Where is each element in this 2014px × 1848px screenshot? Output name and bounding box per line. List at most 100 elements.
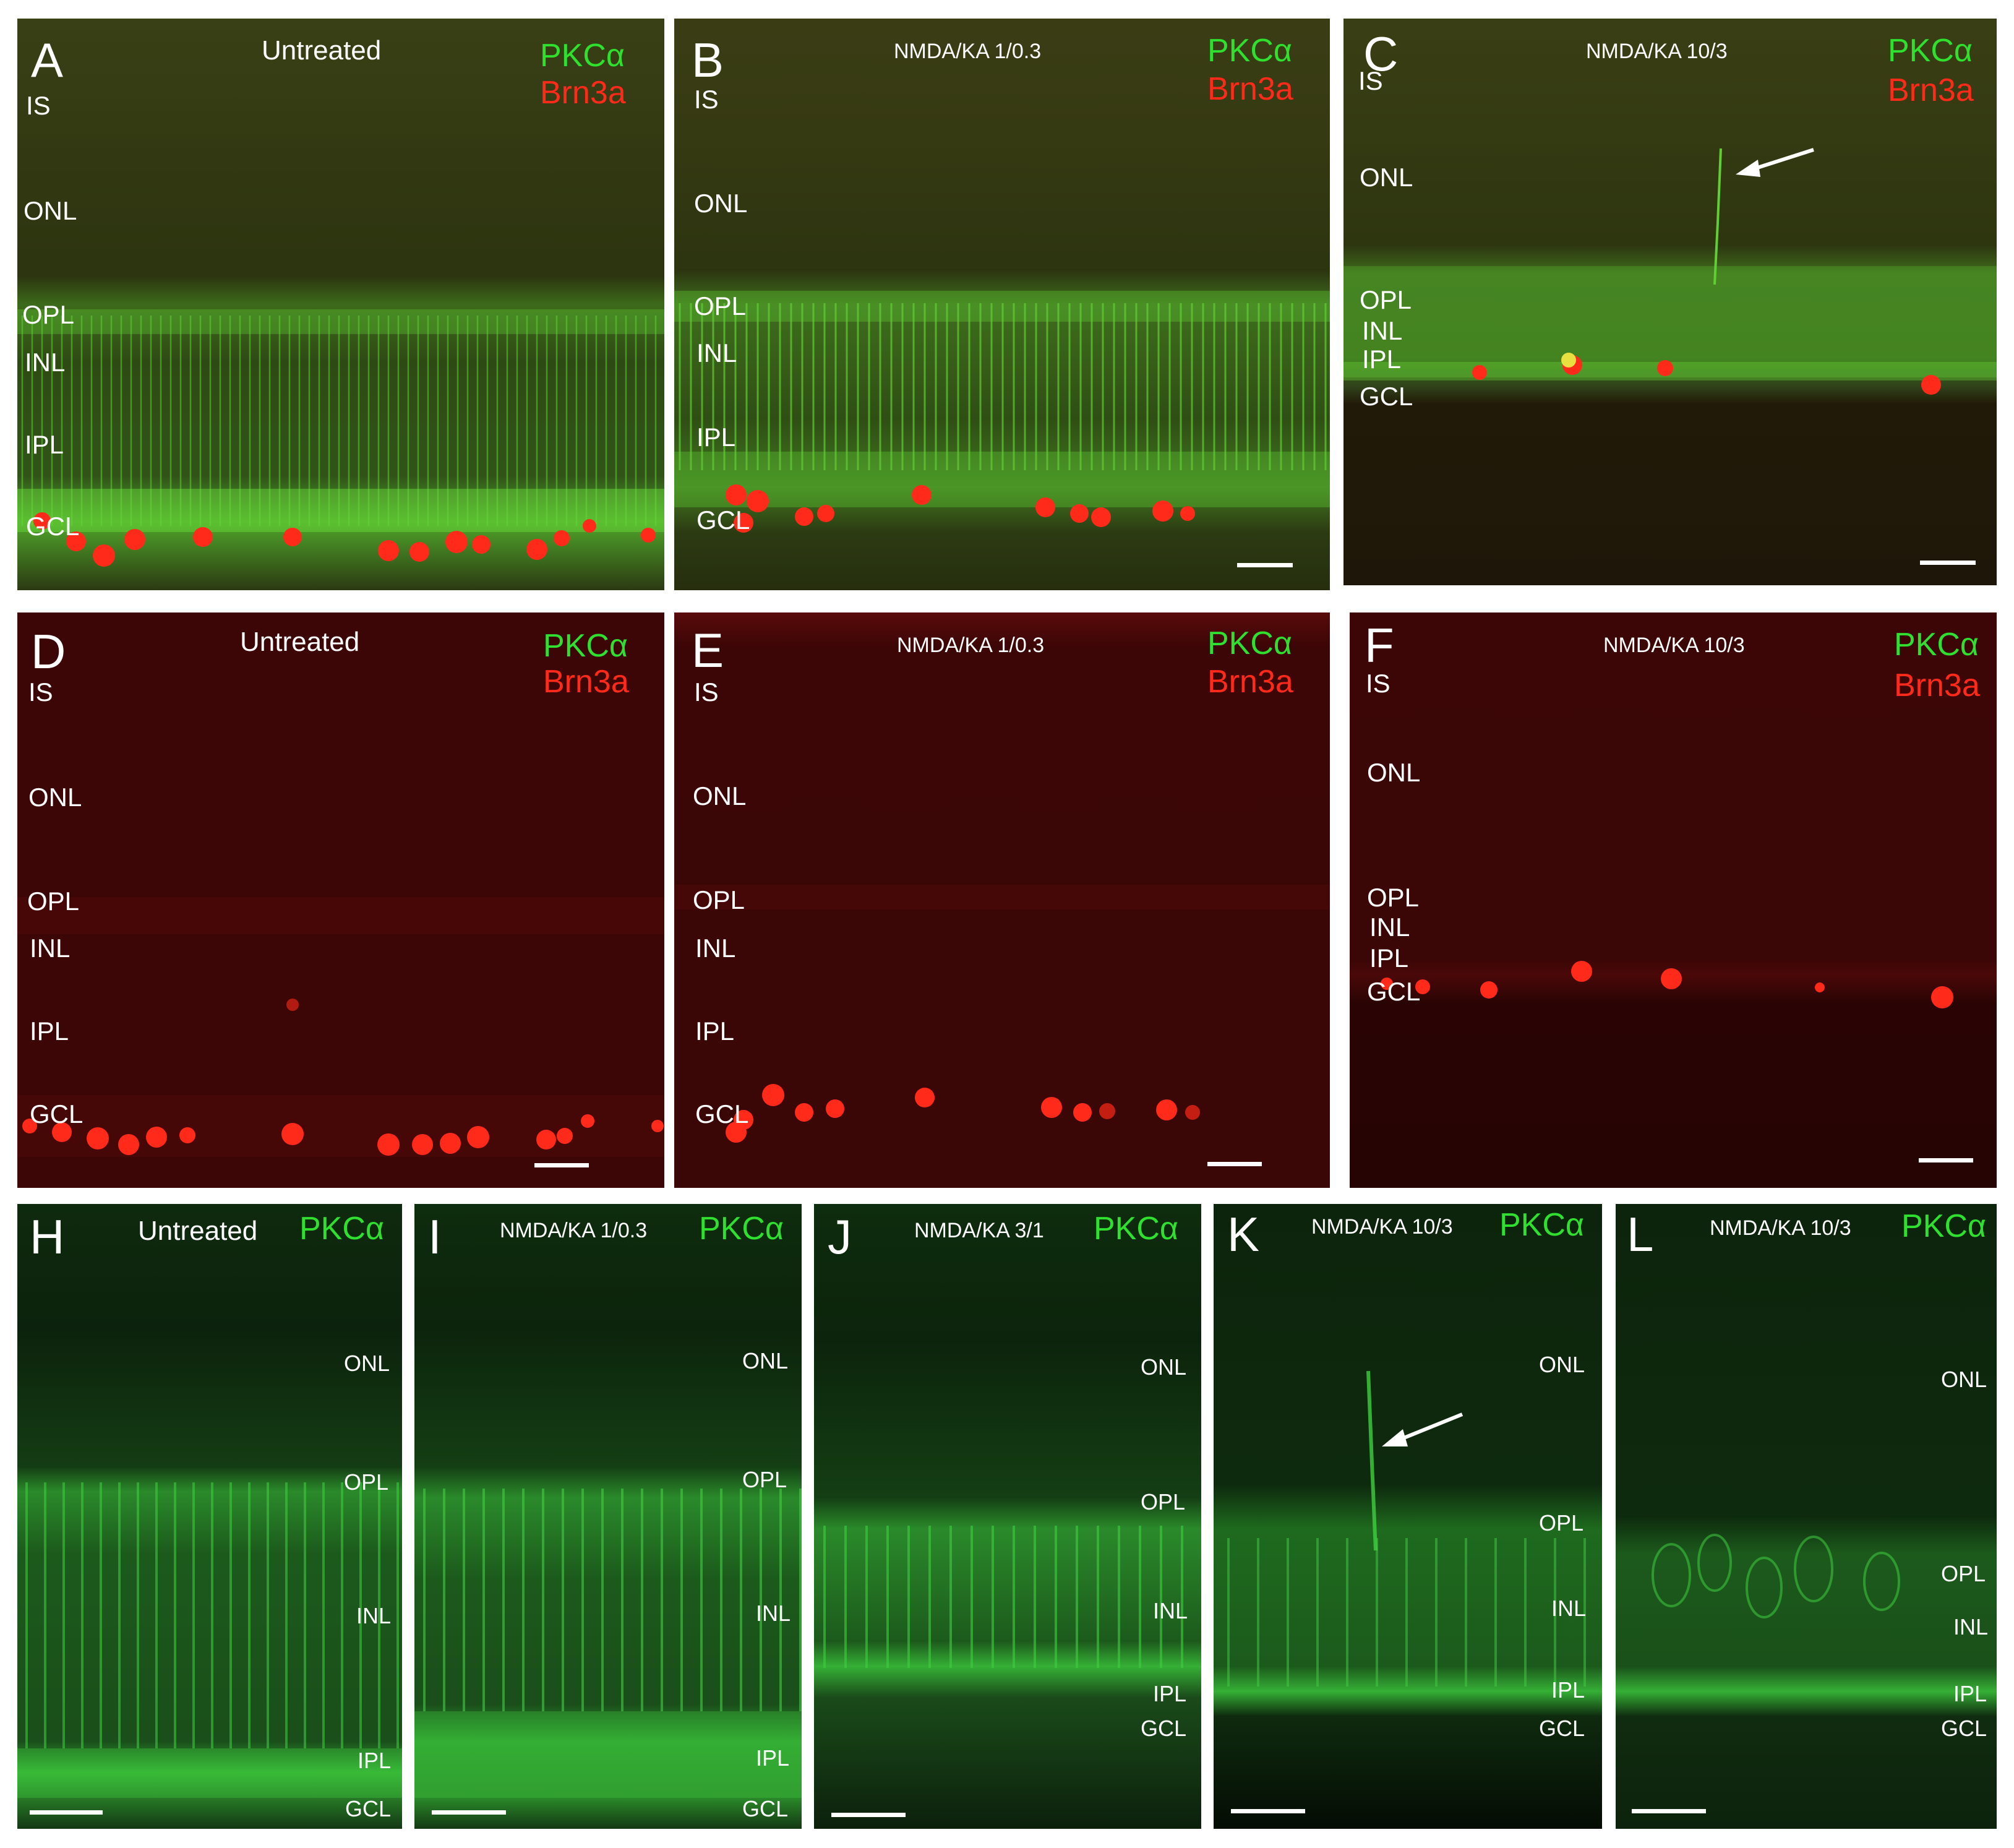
retina-micrograph-h (17, 1204, 402, 1829)
layer-label-gcl: GCL (1141, 1716, 1187, 1741)
layer-label-is: IS (28, 677, 53, 707)
layer-label-gcl: GCL (1941, 1716, 1987, 1741)
condition-label: Untreated (138, 1216, 258, 1246)
scale-bar (1231, 1809, 1305, 1813)
layer-label-opl: OPL (1141, 1489, 1186, 1515)
panel-letter: K (1227, 1207, 1260, 1261)
panel-letter: H (30, 1210, 65, 1264)
condition-label: NMDA/KA 1/0.3 (894, 40, 1042, 63)
condition-label: NMDA/KA 1/0.3 (500, 1219, 648, 1242)
panel-e: E NMDA/KA 1/0.3 PKCα Brn3a IS ONL OPL IN… (674, 612, 1330, 1188)
layer-label-inl: INL (356, 1603, 392, 1628)
layer-label-gcl: GCL (1539, 1716, 1585, 1741)
layer-label-ipl: IPL (358, 1748, 392, 1773)
layer-label-gcl: GCL (30, 1099, 84, 1128)
panel-h: H Untreated PKCα ONL OPL INL IPL GCL (17, 1204, 402, 1829)
layer-label-ipl: IPL (756, 1745, 790, 1771)
panel-letter: J (828, 1210, 852, 1264)
layer-label-opl: OPL (742, 1467, 787, 1492)
marker-brn3a-label: Brn3a (1894, 668, 1980, 703)
layer-label-opl: OPL (1539, 1510, 1584, 1536)
layer-label-onl: ONL (693, 781, 747, 810)
scale-bar (1207, 1162, 1262, 1166)
layer-label-is: IS (694, 677, 719, 707)
retina-micrograph-f (1350, 612, 1997, 1188)
layer-label-inl: INL (30, 934, 71, 963)
marker-pkc-label: PKCα (1094, 1211, 1178, 1247)
panel-b: B NMDA/KA 1/0.3 PKCα Brn3a IS ONL OPL IN… (674, 19, 1330, 590)
layer-label-ipl: IPL (1369, 943, 1409, 973)
layer-label-inl: INL (1153, 1598, 1188, 1623)
marker-pkc-label: PKCα (299, 1211, 384, 1247)
scale-bar (831, 1813, 906, 1817)
layer-label-onl: ONL (1360, 163, 1413, 192)
panel-i: I NMDA/KA 1/0.3 PKCα ONL OPL INL IPL GCL (414, 1204, 802, 1829)
layer-label-gcl: GCL (1367, 977, 1421, 1006)
retina-micrograph-i (414, 1204, 802, 1829)
layer-label-inl: INL (25, 348, 66, 377)
layer-label-opl: OPL (22, 300, 75, 329)
layer-label-inl: INL (756, 1601, 791, 1626)
panel-letter: D (31, 624, 66, 679)
layer-label-onl: ONL (1539, 1352, 1585, 1377)
layer-label-opl: OPL (1360, 285, 1412, 314)
condition-label: Untreated (262, 35, 382, 66)
layer-label-onl: ONL (694, 189, 748, 218)
marker-pkc-label: PKCα (1888, 33, 1973, 69)
layer-label-inl: INL (1369, 913, 1410, 942)
panel-j: J NMDA/KA 3/1 PKCα ONL OPL INL IPL GCL (814, 1204, 1201, 1829)
retina-micrograph-j (814, 1204, 1201, 1829)
arrow-icon (1736, 148, 1814, 177)
layer-label-gcl: GCL (26, 512, 80, 541)
panel-letter: A (31, 33, 64, 87)
layer-label-inl: INL (1362, 316, 1403, 345)
retina-micrograph-l (1616, 1204, 1997, 1829)
marker-pkc-label: PKCα (540, 38, 625, 74)
retina-micrograph-b (674, 19, 1330, 590)
condition-label: NMDA/KA 1/0.3 (897, 634, 1045, 657)
marker-brn3a-label: Brn3a (540, 75, 626, 111)
layer-label-gcl: GCL (742, 1796, 789, 1821)
layer-label-is: IS (1358, 66, 1383, 95)
layer-label-opl: OPL (693, 885, 745, 914)
condition-label: Untreated (240, 627, 360, 657)
layer-label-gcl: GCL (1360, 382, 1413, 411)
scale-bar (1237, 563, 1293, 567)
layer-label-is: IS (1366, 669, 1391, 698)
layer-label-ipl: IPL (1551, 1677, 1585, 1703)
layer-label-ipl: IPL (1953, 1681, 1987, 1706)
layer-label-ipl: IPL (696, 423, 736, 452)
panel-c: C NMDA/KA 10/3 PKCα Brn3a IS ONL OPL INL… (1343, 19, 1997, 585)
panel-letter: E (692, 623, 724, 677)
layer-label-onl: ONL (24, 196, 77, 225)
panel-d: D Untreated PKCα Brn3a IS ONL OPL INL IP… (17, 612, 664, 1188)
panel-letter: B (692, 33, 724, 87)
layer-label-opl: OPL (27, 887, 80, 916)
scale-bar (30, 1810, 103, 1815)
layer-label-opl: OPL (694, 291, 747, 320)
layer-label-inl: INL (696, 338, 737, 367)
marker-brn3a-label: Brn3a (1207, 71, 1293, 107)
layer-label-onl: ONL (1367, 758, 1421, 787)
marker-brn3a-label: Brn3a (1207, 664, 1293, 700)
layer-label-ipl: IPL (1362, 345, 1402, 374)
marker-pkc-label: PKCα (1499, 1207, 1584, 1243)
layer-label-inl: INL (695, 934, 736, 963)
retina-micrograph-c (1343, 19, 1997, 585)
panel-letter: I (428, 1210, 442, 1264)
layer-label-ipl: IPL (25, 430, 64, 459)
arrow-icon (1382, 1412, 1463, 1446)
marker-brn3a-label: Brn3a (543, 664, 629, 700)
panel-f: F NMDA/KA 10/3 PKCα Brn3a IS ONL OPL INL… (1350, 612, 1997, 1188)
layer-label-inl: INL (1551, 1596, 1587, 1621)
layer-label-gcl: GCL (695, 1099, 749, 1128)
layer-label-inl: INL (1953, 1614, 1989, 1640)
retina-micrograph-k (1214, 1204, 1602, 1829)
condition-label: NMDA/KA 10/3 (1710, 1216, 1851, 1240)
scale-bar (534, 1163, 589, 1167)
condition-label: NMDA/KA 10/3 (1603, 634, 1745, 657)
layer-label-ipl: IPL (30, 1016, 69, 1046)
layer-label-onl: ONL (1141, 1354, 1187, 1380)
panel-a: A Untreated PKCα Brn3a IS ONL OPL INL IP… (17, 19, 664, 590)
layer-label-onl: ONL (28, 783, 82, 812)
